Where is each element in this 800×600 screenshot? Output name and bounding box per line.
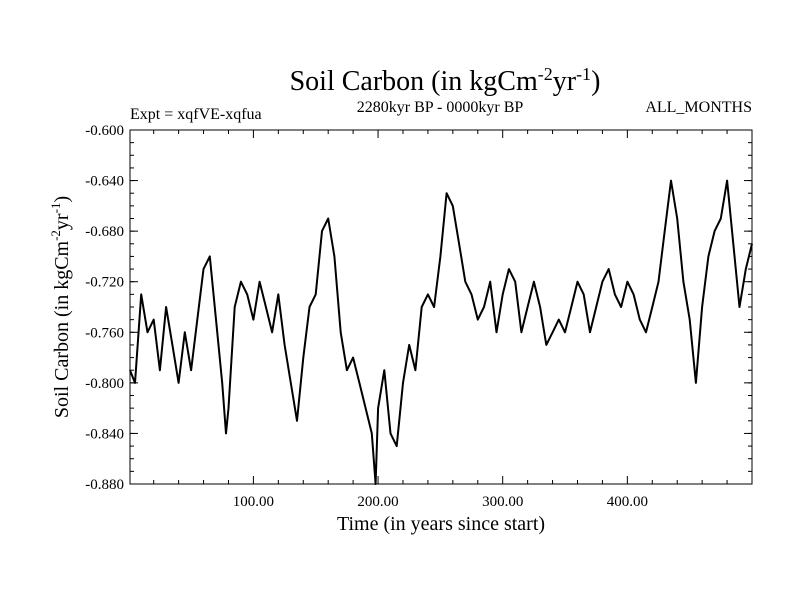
y-tick-label: -0.600 — [85, 123, 124, 139]
y-tick-label: -0.640 — [85, 174, 124, 190]
x-axis-label: Time (in years since start) — [337, 513, 545, 535]
y-tick-label: -0.840 — [85, 426, 124, 442]
y-tick-label: -0.880 — [85, 477, 124, 493]
y-tick-label: -0.680 — [85, 224, 124, 240]
x-tick-label: 200.00 — [357, 494, 398, 510]
x-tick-label: 100.00 — [233, 494, 274, 510]
subtitle-left: Expt = xqfVE-xqfua — [130, 106, 262, 123]
series-line-soil-carbon — [129, 179, 753, 485]
subtitle-right: ALL_MONTHS — [645, 99, 752, 116]
x-axis: 100.00 200.00 300.00 400.00 — [153, 130, 728, 510]
x-tick-label: 400.00 — [607, 494, 648, 510]
y-tick-label: -0.760 — [85, 325, 124, 341]
subtitle-center: 2280kyr BP - 0000kyr BP — [357, 99, 524, 116]
y-axis-label: Soil Carbon (in kgCm-2yr-1) — [48, 196, 73, 418]
x-tick-label: 300.00 — [482, 494, 523, 510]
y-tick-label: -0.800 — [85, 376, 124, 392]
chart-title: Soil Carbon (in kgCm-2yr-1) — [290, 64, 601, 97]
y-tick-label: -0.720 — [85, 275, 124, 291]
plot-frame — [129, 129, 753, 485]
y-axis: -0.600 -0.640 -0.680 -0.720 -0.760 -0.800 -0.8… — [85, 123, 752, 493]
